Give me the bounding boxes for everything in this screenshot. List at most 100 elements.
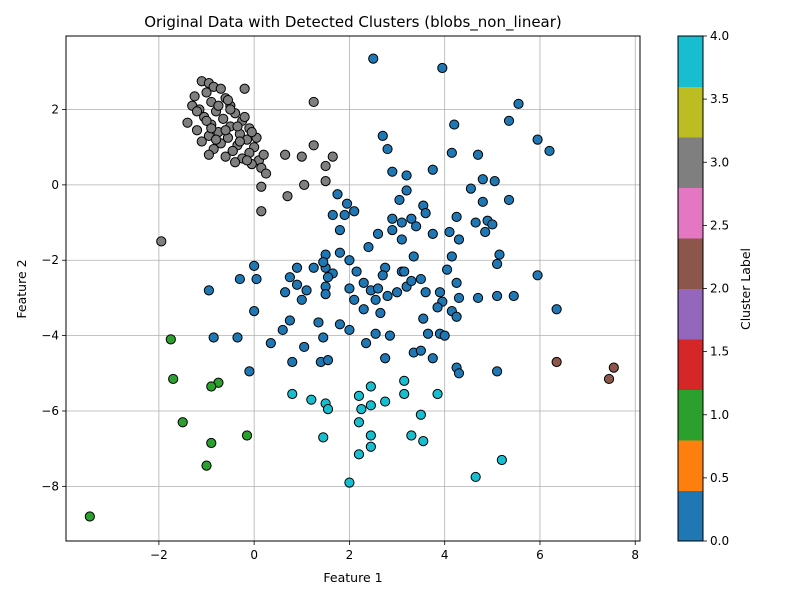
colorbar-tick-label: 3.5	[710, 92, 729, 106]
data-point-cluster-0	[277, 324, 288, 336]
data-point-cluster-3	[299, 179, 310, 190]
data-point-cluster-0	[377, 130, 388, 141]
data-point-cluster-0	[406, 213, 417, 224]
x-tick-label: 8	[631, 548, 639, 562]
data-point-cluster-4	[418, 436, 429, 447]
y-tick-label: −4	[41, 329, 59, 343]
data-point-cluster-0	[322, 355, 334, 366]
data-point-cluster-0	[318, 257, 329, 268]
data-point-cluster-0	[318, 332, 329, 343]
data-point-cluster-0	[234, 273, 245, 285]
data-point-cluster-3	[241, 155, 253, 166]
data-point-cluster-1	[84, 511, 95, 522]
data-point-cluster-4	[356, 403, 367, 415]
data-point-cluster-3	[201, 115, 212, 126]
data-point-cluster-0	[344, 255, 355, 266]
data-point-cluster-4	[344, 477, 355, 488]
data-point-cluster-3	[258, 149, 269, 160]
data-point-cluster-0	[380, 353, 391, 364]
colorbar-segment	[678, 389, 703, 441]
data-point-cluster-0	[477, 196, 488, 207]
y-tick-label: −2	[41, 253, 59, 267]
data-point-cluster-3	[227, 145, 238, 157]
x-axis-label: Feature 1	[323, 570, 382, 585]
data-point-cluster-0	[453, 368, 465, 379]
data-point-cluster-0	[349, 206, 360, 217]
data-point-cluster-0	[351, 266, 362, 277]
y-tick-label: 0	[51, 178, 59, 192]
data-point-cluster-0	[334, 247, 346, 258]
data-point-cluster-0	[472, 292, 484, 304]
data-point-cluster-0	[446, 251, 457, 262]
colorbar-tick-label: 3.0	[710, 155, 729, 169]
data-point-cluster-0	[491, 258, 503, 270]
data-point-cluster-3	[308, 96, 319, 108]
data-point-cluster-4	[380, 396, 391, 407]
data-point-cluster-3	[220, 125, 231, 136]
data-point-cluster-3	[239, 83, 250, 94]
data-point-cluster-0	[391, 287, 403, 298]
data-point-cluster-0	[494, 249, 505, 260]
data-point-cluster-0	[372, 228, 384, 239]
colorbar-segment	[678, 490, 703, 542]
data-point-cluster-0	[487, 219, 498, 230]
data-point-cluster-0	[415, 273, 426, 285]
data-point-cluster-0	[465, 183, 476, 194]
data-points	[84, 53, 619, 522]
data-point-cluster-1	[177, 417, 188, 428]
data-point-cluster-3	[222, 94, 234, 106]
data-point-cluster-0	[418, 313, 429, 324]
x-tick-label: 6	[536, 548, 544, 562]
data-point-cluster-3	[320, 175, 331, 187]
data-point-cluster-0	[411, 221, 422, 232]
data-point-cluster-2	[603, 373, 615, 385]
data-point-cluster-0	[232, 332, 243, 343]
x-axis-ticks: −2 0 2 4 6 8	[150, 541, 639, 562]
plot-frame	[65, 35, 641, 542]
data-point-cluster-4	[365, 381, 376, 392]
data-point-cluster-0	[532, 134, 543, 145]
data-point-cluster-4	[399, 388, 410, 400]
data-point-cluster-0	[370, 328, 381, 339]
data-point-cluster-0	[299, 341, 310, 353]
data-point-cluster-0	[203, 285, 215, 296]
data-point-cluster-0	[446, 147, 457, 158]
data-point-cluster-0	[408, 251, 419, 262]
colorbar-segment	[678, 187, 703, 239]
data-point-cluster-0	[334, 224, 346, 236]
data-point-cluster-3	[201, 87, 212, 98]
data-point-cluster-0	[334, 319, 346, 330]
data-point-cluster-0	[251, 273, 262, 285]
data-point-cluster-0	[420, 287, 431, 298]
data-point-cluster-3	[256, 181, 267, 192]
data-point-cluster-0	[291, 262, 303, 273]
data-point-cluster-3	[234, 136, 245, 147]
data-point-cluster-4	[365, 441, 376, 452]
x-tick-label: −2	[150, 548, 168, 562]
data-point-cluster-1	[201, 460, 212, 471]
data-point-cluster-0	[382, 290, 393, 302]
data-point-cluster-4	[365, 400, 376, 411]
data-point-cluster-0	[451, 311, 462, 322]
data-point-cluster-0	[377, 270, 388, 281]
colorbar-segment	[678, 137, 703, 188]
data-point-cluster-0	[491, 290, 503, 302]
colorbar-segment	[678, 36, 703, 87]
data-point-cluster-0	[401, 170, 412, 181]
data-point-cluster-0	[451, 277, 462, 288]
colorbar-segment	[678, 86, 703, 138]
data-point-cluster-0	[399, 266, 410, 277]
data-point-cluster-0	[415, 345, 426, 356]
data-point-cluster-0	[444, 226, 455, 238]
data-point-cluster-3	[256, 206, 267, 217]
y-tick-label: −6	[41, 404, 59, 418]
data-point-cluster-0	[544, 145, 555, 157]
data-point-cluster-0	[327, 209, 338, 221]
data-point-cluster-0	[358, 304, 369, 315]
data-point-cluster-0	[291, 279, 303, 290]
data-point-cluster-0	[470, 217, 481, 228]
x-tick-label: 0	[250, 548, 258, 562]
data-point-cluster-3	[225, 104, 236, 115]
colorbar	[678, 36, 703, 542]
data-point-cluster-0	[344, 283, 355, 294]
